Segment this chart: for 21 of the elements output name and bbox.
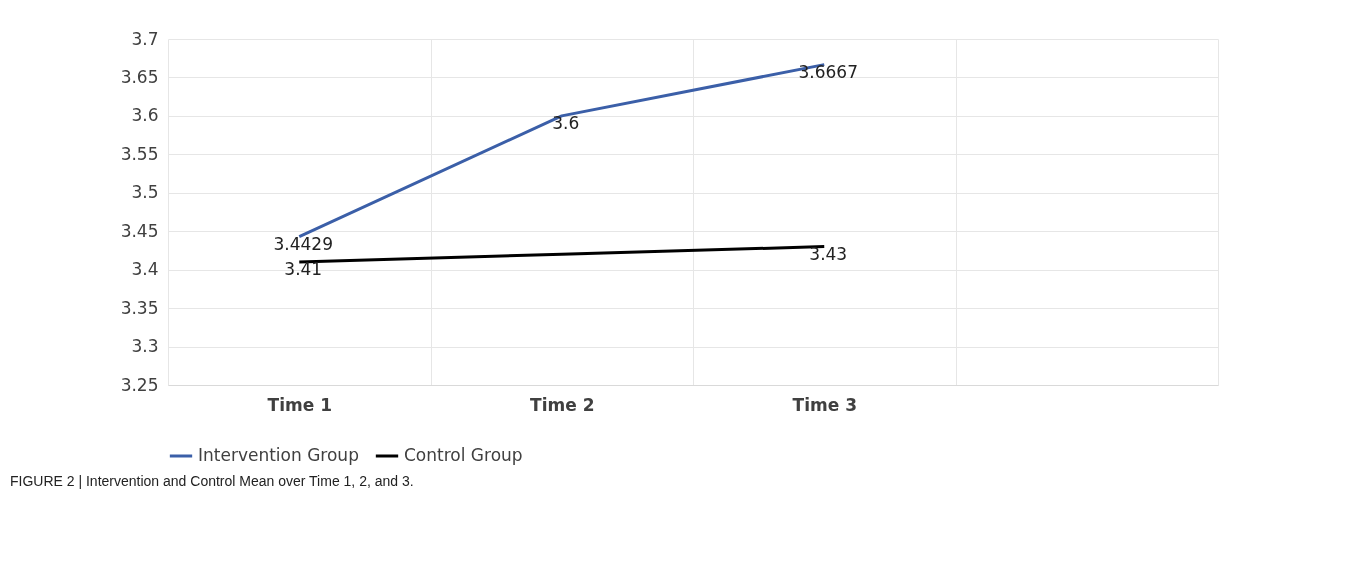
y-tick-label: 3.25 <box>120 374 159 395</box>
legend-label: Control Group <box>404 445 523 465</box>
data-label: 3.43 <box>809 243 848 264</box>
y-tick-label: 3.55 <box>120 143 159 164</box>
data-label: 3.6667 <box>798 61 858 82</box>
data-label: 3.41 <box>284 258 323 279</box>
y-tick-label: 3.5 <box>131 182 159 203</box>
x-tick-label: Time 1 <box>267 394 332 415</box>
data-label: 3.6 <box>552 112 580 133</box>
legend-label: Intervention Group <box>198 445 359 465</box>
y-tick-label: 3.7 <box>131 28 159 49</box>
y-tick-label: 3.4 <box>131 259 159 280</box>
data-label: 3.4429 <box>273 233 333 254</box>
x-tick-label: Time 3 <box>792 394 857 415</box>
y-tick-label: 3.45 <box>120 220 159 241</box>
y-tick-label: 3.3 <box>131 336 159 357</box>
y-tick-label: 3.35 <box>120 297 159 318</box>
y-tick-label: 3.65 <box>120 66 159 87</box>
caption: FIGURE 2 | Intervention and Control Mean over Time 1, 2, and 3. <box>10 473 415 489</box>
x-tick-label: Time 2 <box>530 394 595 415</box>
y-tick-label: 3.6 <box>131 105 159 126</box>
